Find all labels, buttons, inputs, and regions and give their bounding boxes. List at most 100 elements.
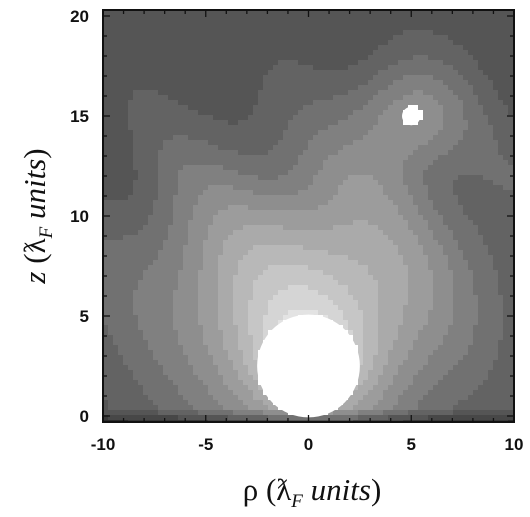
- heat-cell: [288, 260, 294, 266]
- heat-cell: [178, 145, 184, 151]
- heat-cell: [163, 255, 169, 261]
- heat-cell: [288, 40, 294, 46]
- heat-cell: [248, 145, 254, 151]
- heat-cell: [208, 300, 214, 306]
- heat-cell: [468, 65, 474, 71]
- heat-cell: [453, 75, 459, 81]
- heat-cell: [393, 215, 399, 221]
- heat-cell: [128, 300, 134, 306]
- heat-cell: [413, 85, 419, 91]
- heat-cell: [153, 205, 159, 211]
- heat-cell: [113, 260, 119, 266]
- heat-cell: [183, 155, 189, 161]
- heat-cell: [213, 70, 219, 76]
- heat-cell: [313, 20, 319, 26]
- heat-cell: [203, 175, 209, 181]
- heat-cell: [368, 295, 374, 301]
- heat-cell: [438, 75, 444, 81]
- heat-cell: [243, 85, 249, 91]
- heat-cell: [218, 10, 224, 16]
- heat-cell: [503, 30, 509, 36]
- heat-cell: [468, 140, 474, 146]
- heat-cell: [468, 55, 474, 61]
- heat-cell: [438, 160, 444, 166]
- heat-cell: [468, 110, 474, 116]
- heat-cell: [153, 45, 159, 51]
- heat-cell: [153, 65, 159, 71]
- heat-cell: [358, 30, 364, 36]
- heat-cell: [108, 80, 114, 86]
- heat-cell: [508, 235, 514, 241]
- heat-cell: [258, 210, 264, 216]
- heat-cell: [328, 200, 334, 206]
- heat-cell: [388, 195, 394, 201]
- heat-cell: [368, 210, 374, 216]
- heat-cell: [298, 210, 304, 216]
- heat-cell: [118, 310, 124, 316]
- heat-cell: [393, 300, 399, 306]
- heat-cell: [508, 175, 514, 181]
- heat-cell: [243, 140, 249, 146]
- heat-cell: [293, 65, 299, 71]
- heat-cell: [208, 95, 214, 101]
- heat-cell: [473, 265, 479, 271]
- heat-cell: [453, 10, 459, 16]
- heat-cell: [508, 265, 514, 271]
- heat-cell: [283, 240, 289, 246]
- heat-cell: [483, 230, 489, 236]
- heat-cell: [443, 10, 449, 16]
- heat-cell: [368, 190, 374, 196]
- heat-cell: [403, 290, 409, 296]
- heat-cell: [193, 200, 199, 206]
- heat-cell: [283, 80, 289, 86]
- heat-cell: [223, 215, 229, 221]
- heat-cell: [303, 230, 309, 236]
- heat-cell: [463, 130, 469, 136]
- heat-cell: [358, 215, 364, 221]
- heat-cell: [333, 270, 339, 276]
- heat-cell: [113, 295, 119, 301]
- heat-cell: [413, 90, 419, 96]
- heat-cell: [108, 225, 114, 231]
- heat-cell: [133, 295, 139, 301]
- heat-cell: [143, 245, 149, 251]
- heat-cell: [448, 275, 454, 281]
- heat-cell: [293, 100, 299, 106]
- heat-cell: [358, 95, 364, 101]
- heat-cell: [188, 160, 194, 166]
- heat-cell: [118, 55, 124, 61]
- heat-cell: [128, 45, 134, 51]
- heat-cell: [458, 10, 464, 16]
- heat-cell: [263, 130, 269, 136]
- heat-cell: [473, 210, 479, 216]
- heat-cell: [398, 90, 404, 96]
- heat-cell: [468, 195, 474, 201]
- heat-cell: [338, 275, 344, 281]
- heat-cell: [388, 280, 394, 286]
- heat-cell: [223, 300, 229, 306]
- heat-cell: [118, 145, 124, 151]
- heat-cell: [463, 15, 469, 21]
- heat-cell: [303, 170, 309, 176]
- heat-cell: [208, 210, 214, 216]
- heat-cell: [178, 150, 184, 156]
- heat-cell: [463, 145, 469, 151]
- heat-cell: [503, 20, 509, 26]
- heat-cell: [468, 265, 474, 271]
- heat-cell: [168, 85, 174, 91]
- heat-cell: [183, 90, 189, 96]
- heat-cell: [398, 20, 404, 26]
- heat-cell: [353, 260, 359, 266]
- heat-cell: [393, 265, 399, 271]
- heat-cell: [388, 160, 394, 166]
- heat-cell: [483, 70, 489, 76]
- heat-cell: [308, 250, 314, 256]
- heat-cell: [453, 270, 459, 276]
- heat-cell: [118, 105, 124, 111]
- heat-cell: [328, 35, 334, 41]
- heat-cell: [303, 15, 309, 21]
- heat-cell: [273, 160, 279, 166]
- heat-cell: [113, 25, 119, 31]
- heat-cell: [443, 200, 449, 206]
- heat-cell: [373, 95, 379, 101]
